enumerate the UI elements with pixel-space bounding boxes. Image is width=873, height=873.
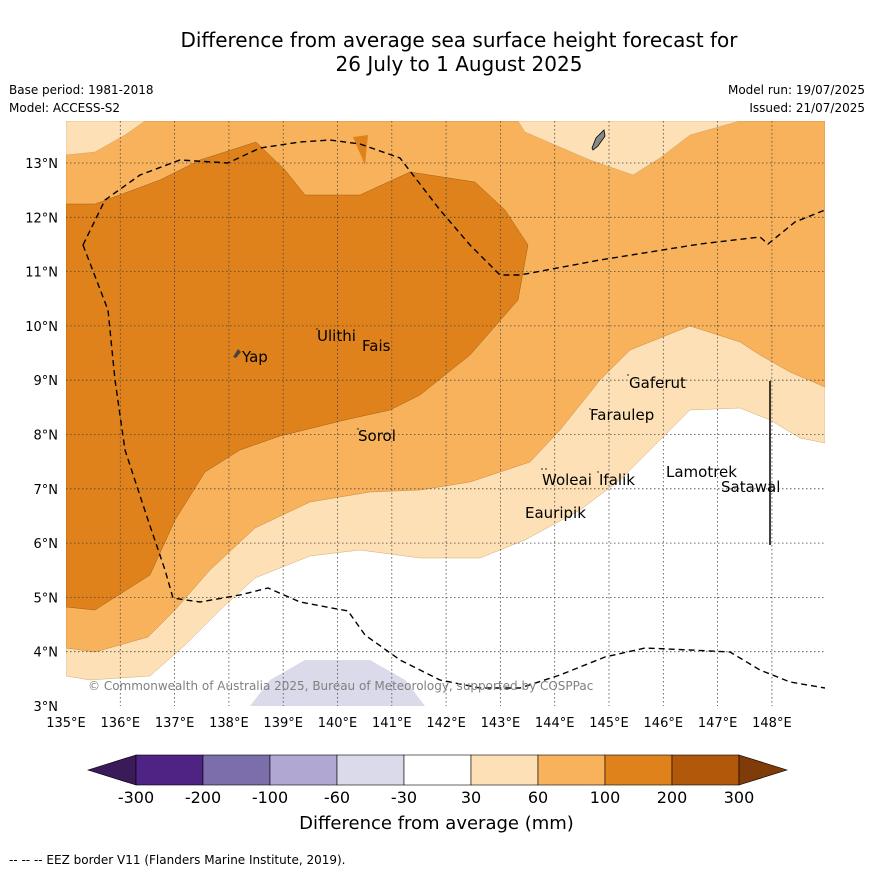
colorbar-segment [135, 754, 204, 786]
lon-tick-label: 144°E [535, 716, 575, 731]
lon-tick-label: 138°E [209, 716, 249, 731]
colorbar-tick: 30 [461, 788, 481, 807]
eez-border-west [82, 244, 825, 689]
colorbar-tick: -100 [252, 788, 288, 807]
eez-border-north [82, 139, 825, 276]
atoll-dots [316, 328, 669, 473]
colorbar-tick: -30 [391, 788, 417, 807]
colorbar-extend-high [738, 754, 789, 786]
colorbar-title: Difference from average (mm) [299, 813, 574, 834]
map-plot-area: © Commonwealth of Australia 2025, Bureau… [66, 121, 825, 706]
meta-right: Model run: 19/07/2025 Issued: 21/07/2025 [728, 81, 865, 117]
colorbar-segment [537, 754, 606, 786]
graticule [66, 121, 825, 706]
lon-tick-label: 145°E [589, 716, 629, 731]
place-label-eauripik: Eauripik [525, 504, 586, 522]
lon-tick-label: 142°E [426, 716, 466, 731]
eez-legend-note: -- -- -- EEZ border V11 (Flanders Marine… [9, 853, 346, 867]
colorbar-tick: -300 [118, 788, 154, 807]
band-neg-30-60 [250, 660, 425, 706]
band-30-60-north [517, 121, 741, 176]
lon-tick-label: 135°E [46, 716, 86, 731]
yap-island [233, 349, 241, 358]
lat-tick-label: 11°N [25, 266, 58, 281]
lon-tick-label: 137°E [155, 716, 195, 731]
guam-island [591, 129, 606, 151]
lat-tick-label: 9°N [34, 374, 59, 389]
colorbar-tick: 200 [657, 788, 688, 807]
colorbar-segment [202, 754, 271, 786]
colorbar-tick: 60 [528, 788, 548, 807]
place-label-satawal: Satawal [721, 478, 780, 496]
colorbar-segment [470, 754, 539, 786]
lat-tick-label: 4°N [34, 646, 59, 661]
colorbar-segment [269, 754, 338, 786]
place-label-gaferut: Gaferut [629, 374, 686, 392]
lat-tick-label: 8°N [34, 429, 59, 444]
title-line-1: Difference from average sea surface heig… [180, 28, 738, 52]
base-period: Base period: 1981-2018 [9, 83, 154, 97]
lat-tick-label: 3°N [34, 700, 59, 715]
place-label-fais: Fais [362, 337, 391, 355]
y-axis-ticks: 3°N 4°N 5°N 6°N 7°N 8°N 9°N 10°N 11°N 12°N 13°N [25, 157, 58, 715]
colorbar-segment [671, 754, 740, 786]
lon-tick-label: 147°E [698, 716, 738, 731]
band-30-60-west [66, 121, 146, 156]
colorbar-tick: -200 [185, 788, 221, 807]
band-100-200-notch [353, 135, 368, 165]
colorbar-tick-labels: -300 -200 -100 -60 -30 30 60 100 200 300 [118, 788, 754, 807]
place-label-ifalik: Ifalik [599, 471, 635, 489]
colorbar [86, 754, 789, 786]
lon-tick-label: 148°E [752, 716, 792, 731]
colorbar-tick: 100 [590, 788, 621, 807]
place-label-yap: Yap [241, 348, 268, 366]
chart-title: Difference from average sea surface heig… [0, 28, 873, 76]
lat-tick-label: 7°N [34, 483, 59, 498]
lon-tick-label: 146°E [644, 716, 684, 731]
lon-tick-label: 141°E [372, 716, 412, 731]
lat-tick-label: 10°N [25, 320, 58, 335]
place-labels: Yap Ulithi Fais Sorol Gaferut Faraulep Woleai I… [241, 327, 780, 522]
colorbar-extend-low [86, 754, 137, 786]
lat-tick-label: 12°N [25, 211, 58, 226]
colorbar-tick: 300 [724, 788, 755, 807]
place-label-ulithi: Ulithi [317, 327, 356, 345]
x-axis-ticks: 135°E 136°E 137°E 138°E 139°E 140°E 141°E 142°E… [46, 716, 791, 731]
title-line-2: 26 July to 1 August 2025 [335, 52, 583, 76]
model-name: Model: ACCESS-S2 [9, 101, 121, 115]
band-100-200 [66, 141, 529, 611]
lon-tick-label: 143°E [481, 716, 521, 731]
colorbar-segment [336, 754, 405, 786]
colorbar-segment [403, 754, 472, 786]
place-label-woleai: Woleai [542, 471, 592, 489]
issued-date: Issued: 21/07/2025 [749, 101, 865, 115]
lat-tick-label: 13°N [25, 157, 58, 172]
place-label-sorol: Sorol [358, 427, 396, 445]
lon-tick-label: 140°E [318, 716, 358, 731]
lon-tick-label: 136°E [101, 716, 141, 731]
lat-tick-label: 6°N [34, 537, 59, 552]
lon-tick-label: 139°E [263, 716, 303, 731]
place-label-faraulep: Faraulep [590, 406, 654, 424]
model-run: Model run: 19/07/2025 [727, 83, 865, 97]
lat-tick-label: 5°N [34, 591, 59, 606]
copyright-text: © Commonwealth of Australia 2025, Bureau… [88, 679, 593, 693]
colorbar-segment [604, 754, 673, 786]
colorbar-tick: -60 [324, 788, 350, 807]
place-label-lamotrek: Lamotrek [666, 463, 737, 481]
meta-left: Base period: 1981-2018 Model: ACCESS-S2 [9, 81, 154, 117]
